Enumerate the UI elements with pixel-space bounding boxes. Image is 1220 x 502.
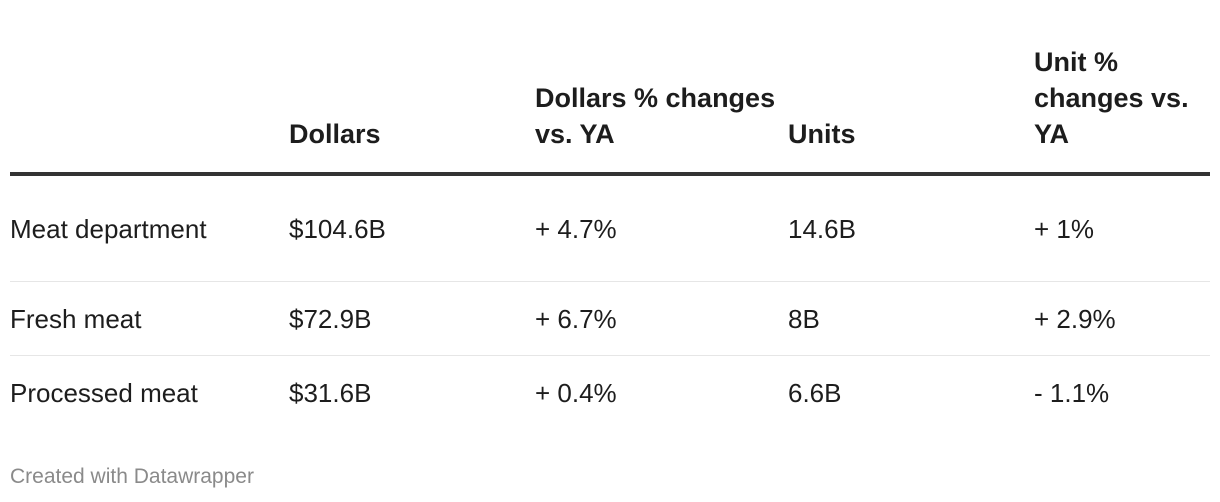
table-row: Meat department $104.6B + 4.7% 14.6B + 1… bbox=[10, 174, 1210, 282]
column-header-dollars: Dollars bbox=[289, 44, 535, 176]
units-cell: 6.6B bbox=[788, 378, 842, 408]
dollars-change-cell: + 4.7% bbox=[535, 174, 788, 282]
dollars-cell: $31.6B bbox=[289, 378, 372, 408]
units-cell: 14.6B bbox=[788, 174, 1034, 282]
table-row: Fresh meat $72.9B + 6.7% 8B + 2.9% bbox=[10, 281, 1210, 356]
row-label: Fresh meat bbox=[10, 281, 289, 356]
units-change-cell: - 1.1% bbox=[1034, 378, 1110, 408]
units-change-cell: + 1% bbox=[1034, 174, 1210, 282]
column-header-dollars-change: Dollars % changes vs. YA bbox=[535, 44, 788, 176]
datawrapper-credit: Created with Datawrapper bbox=[10, 465, 254, 488]
header-row: Dollars Dollars % changes vs. YA Units U… bbox=[10, 44, 1210, 176]
row-label: Processed meat bbox=[10, 378, 198, 408]
dollars-change-cell: + 0.4% bbox=[535, 378, 617, 408]
column-header-units: Units bbox=[788, 44, 1034, 176]
dollars-cell: $104.6B bbox=[289, 174, 535, 282]
dollars-change-cell: + 6.7% bbox=[535, 281, 788, 356]
row-label: Meat department bbox=[10, 174, 289, 282]
units-cell: 8B bbox=[788, 281, 1034, 356]
table-body: Meat department $104.6B + 4.7% 14.6B + 1… bbox=[10, 174, 1210, 430]
table-row: Processed meat $31.6B + 0.4% 6.6B - 1.1% bbox=[10, 356, 1210, 431]
data-table-container: Dollars Dollars % changes vs. YA Units U… bbox=[10, 44, 1210, 430]
data-table: Dollars Dollars % changes vs. YA Units U… bbox=[10, 44, 1210, 430]
units-change-cell: + 2.9% bbox=[1034, 281, 1210, 356]
column-header-units-change: Unit % changes vs. YA bbox=[1034, 44, 1210, 176]
column-header-label bbox=[10, 44, 289, 176]
dollars-cell: $72.9B bbox=[289, 281, 535, 356]
table-header: Dollars Dollars % changes vs. YA Units U… bbox=[10, 44, 1210, 176]
